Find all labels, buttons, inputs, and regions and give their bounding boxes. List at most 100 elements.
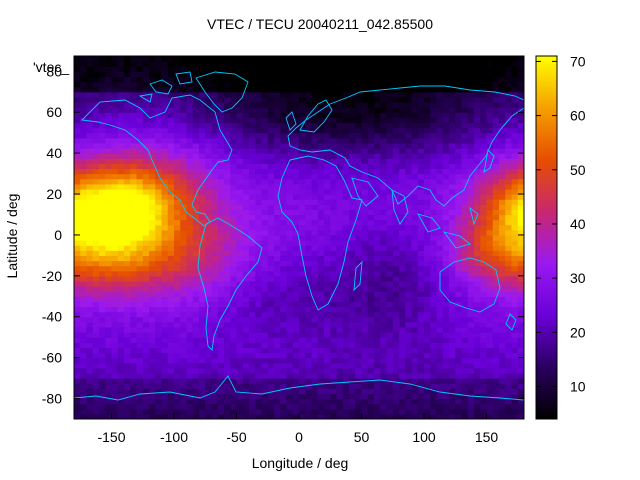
heatmap-cell [236,357,244,364]
heatmap-cell [205,316,213,323]
heatmap-cell [267,163,275,170]
heatmap-cell [74,372,81,379]
heatmap-cell [392,398,400,405]
heatmap-cell [261,229,269,236]
heatmap-cell [192,178,200,185]
heatmap-cell [355,153,363,159]
heatmap-cell [280,240,288,246]
heatmap-cell [292,240,300,246]
heatmap-cell [105,255,113,262]
heatmap-cell [174,413,181,419]
heatmap-cell [205,362,213,369]
heatmap-cell [149,275,156,282]
heatmap-cell [505,219,513,226]
heatmap-cell [161,372,169,379]
heatmap-cell [205,168,213,175]
heatmap-cell [161,81,169,88]
heatmap-cell [205,66,213,72]
heatmap-cell [449,199,456,205]
heatmap-cell [380,398,388,405]
heatmap-cell [380,342,388,349]
heatmap-cell [280,76,288,83]
heatmap-cell [255,311,263,318]
heatmap-cell [480,173,488,180]
heatmap-cell [330,122,338,129]
heatmap-cell [286,137,294,144]
heatmap-cell [149,301,156,308]
heatmap-cell [342,408,350,415]
heatmap-cell [174,86,181,93]
heatmap-cell [130,275,138,282]
heatmap-cell [324,209,331,216]
heatmap-cell [74,388,81,395]
heatmap-cell [86,224,94,231]
heatmap-cell [417,270,425,277]
heatmap-cell [124,168,131,175]
heatmap-cell [192,148,200,154]
heatmap-cell [467,96,475,103]
heatmap-cell [149,209,156,216]
heatmap-cell [211,347,219,354]
heatmap-cell [86,408,94,415]
heatmap-cell [86,255,94,262]
heatmap-cell [80,367,88,374]
heatmap-cell [492,352,500,359]
heatmap-cell [149,229,156,236]
heatmap-cell [86,142,94,149]
heatmap-cell [111,372,119,379]
heatmap-cell [161,178,169,185]
heatmap-cell [449,71,456,78]
heatmap-cell [467,219,475,226]
heatmap-cell [211,280,219,287]
heatmap-cell [186,173,194,180]
heatmap-cell [474,229,481,236]
heatmap-cell [355,332,363,338]
heatmap-cell [374,173,381,180]
heatmap-cell [392,372,400,379]
heatmap-cell [474,86,481,93]
heatmap-cell [505,311,513,318]
heatmap-cell [161,270,169,277]
heatmap-cell [461,96,469,103]
heatmap-cell [349,332,356,338]
heatmap-cell [230,250,238,256]
heatmap-cell [305,229,313,236]
heatmap-cell [155,117,163,124]
heatmap-cell [474,255,481,262]
heatmap-cell [517,316,524,323]
heatmap-cell [299,148,306,154]
heatmap-cell [267,403,275,410]
heatmap-cell [355,352,363,359]
heatmap-cell [136,61,144,67]
heatmap-cell [167,413,175,419]
heatmap-cell [167,296,175,303]
heatmap-cell [505,168,513,175]
heatmap-cell [155,301,163,308]
heatmap-cell [349,168,356,175]
heatmap-cell [92,214,100,221]
heatmap-cell [261,291,269,297]
heatmap-cell [442,153,450,159]
heatmap-cell [317,383,325,389]
heatmap-cell [442,66,450,72]
heatmap-cell [167,163,175,170]
heatmap-cell [511,96,519,103]
heatmap-cell [461,194,469,200]
heatmap-cell [105,260,113,267]
heatmap-cell [205,142,213,149]
heatmap-cell [367,194,375,200]
heatmap-cell [517,255,524,262]
heatmap-cell [205,250,213,256]
heatmap-cell [474,413,481,419]
heatmap-cell [380,378,388,384]
heatmap-cell [86,347,94,354]
heatmap-cell [380,316,388,323]
heatmap-cell [74,132,81,139]
heatmap-cell [155,326,163,333]
heatmap-cell [74,112,81,118]
heatmap-cell [505,316,513,323]
heatmap-cell [261,403,269,410]
heatmap-cell [99,321,106,328]
heatmap-cell [336,393,344,400]
heatmap-cell [467,296,475,303]
